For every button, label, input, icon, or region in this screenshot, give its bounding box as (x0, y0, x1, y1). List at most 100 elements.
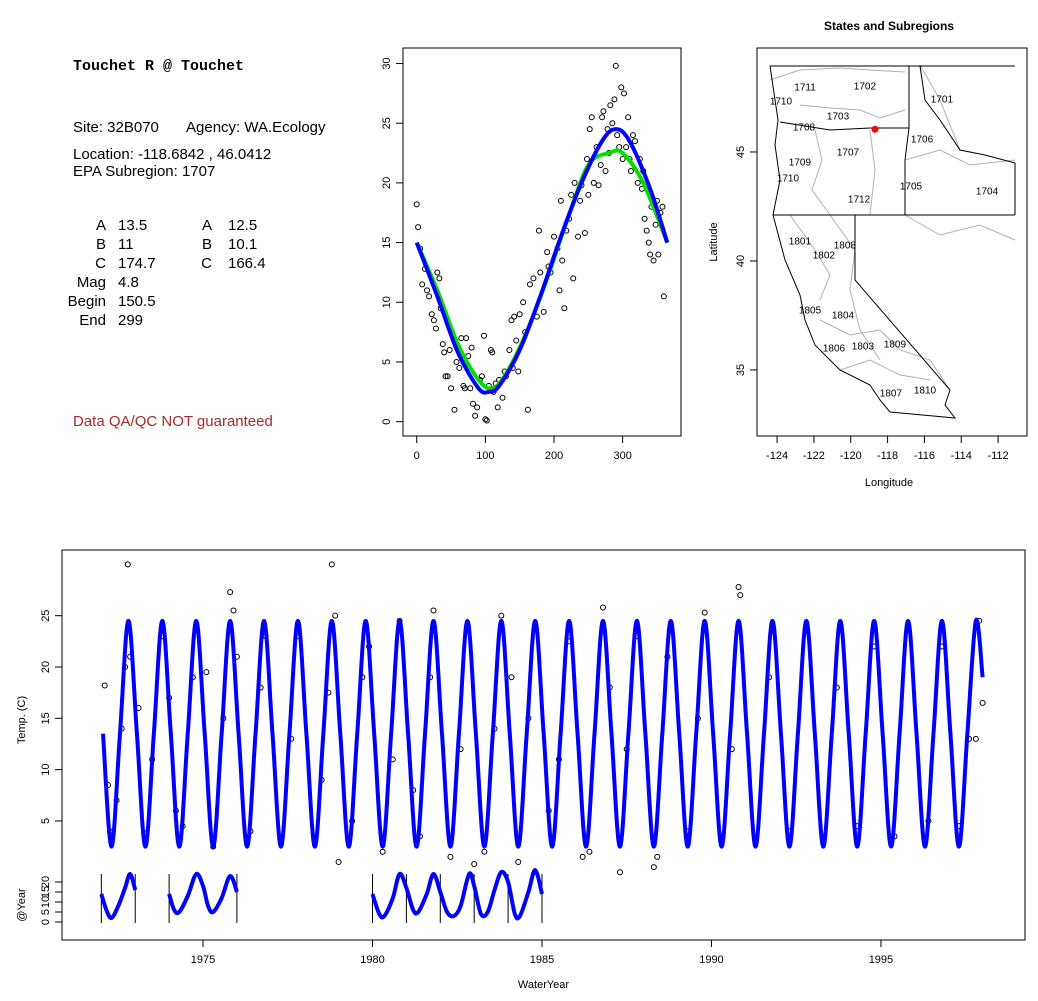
data-point (655, 251, 662, 258)
param-value: 4.8 (118, 274, 139, 291)
data-point (515, 368, 522, 375)
x-axis-title: WaterYear (518, 979, 569, 991)
data-point (701, 609, 708, 616)
data-point (494, 404, 501, 411)
param-value: 174.7 (118, 255, 156, 272)
data-point (595, 182, 602, 189)
data-point (482, 416, 489, 423)
region-label: 1709 (789, 158, 812, 169)
y-tick-label: 25 (40, 610, 52, 622)
x-tick-label: 1975 (191, 954, 215, 966)
data-point (537, 269, 544, 276)
subregion-line (829, 214, 881, 361)
data-point (515, 859, 522, 865)
coastline (769, 65, 891, 413)
state-border (779, 66, 910, 131)
subregion: EPA Subregion: 1707 (73, 163, 215, 180)
data-point (597, 161, 604, 168)
region-label: 1702 (854, 82, 877, 93)
param-value: 12.5 (228, 217, 257, 234)
site-marker (871, 125, 879, 133)
subregion-line (769, 67, 906, 81)
fit-line (167, 871, 239, 916)
data-point (430, 607, 437, 614)
param-value: 11 (118, 236, 134, 253)
data-point (614, 132, 621, 139)
data-point (468, 344, 475, 351)
y-tick-label: 0 (381, 419, 393, 425)
region-label: 1705 (900, 182, 923, 193)
map-title: States and Subregions (824, 19, 954, 33)
data-point (513, 337, 520, 344)
region-label: 1706 (911, 135, 934, 146)
region-label: 1712 (848, 195, 871, 206)
y2-axis-title: @Year (16, 888, 28, 922)
data-point (526, 281, 533, 288)
param-label: A (202, 217, 212, 234)
data-point (634, 179, 641, 186)
y-tick-label: 35 (735, 364, 747, 376)
data-point (632, 138, 639, 145)
agency: Agency: WA.Ecology (186, 119, 326, 136)
data-point (483, 417, 490, 424)
data-point (652, 221, 659, 228)
data-point (474, 404, 481, 411)
disclaimer: Data QA/QC NOT guaranteed (73, 413, 273, 430)
data-point (641, 215, 648, 222)
data-point (599, 604, 606, 611)
subregion-line (799, 104, 906, 119)
data-point (586, 848, 593, 855)
data-point (629, 132, 636, 139)
data-point (627, 167, 634, 174)
y-tick-label: 5 (381, 359, 393, 365)
data-point (972, 735, 979, 742)
region-label: 1806 (823, 344, 846, 355)
region-label: 1701 (931, 95, 954, 106)
site-id: Site: 32B070 (73, 119, 159, 136)
data-point (227, 589, 234, 596)
data-point (124, 561, 131, 568)
region-label: 1803 (852, 342, 875, 353)
param-value: 10.1 (228, 236, 257, 253)
data-point (335, 859, 342, 865)
data-point (602, 167, 609, 174)
y-axis-title: Latitude (708, 222, 720, 261)
subregion-line (904, 214, 1016, 241)
param-label: B (202, 236, 212, 253)
region-label: 1804 (832, 311, 855, 322)
fit-line (414, 127, 670, 395)
x-tick-label: -118 (877, 450, 898, 462)
subregion-line (789, 214, 831, 301)
state-border (854, 215, 957, 419)
data-point (508, 674, 515, 681)
data-point (489, 349, 496, 356)
fit-line (101, 617, 985, 849)
data-point (540, 308, 547, 315)
data-point (203, 669, 210, 676)
data-point (623, 144, 630, 151)
y-tick-label: 15 (40, 712, 52, 724)
data-point (332, 612, 339, 619)
x-tick-label: 100 (476, 450, 494, 462)
data-point (979, 699, 986, 706)
data-point (607, 102, 614, 109)
plot-box (756, 47, 1028, 437)
data-point (424, 287, 431, 294)
data-point (415, 224, 422, 231)
param-label: End (79, 312, 106, 329)
fit-line (414, 148, 670, 391)
data-point (616, 869, 623, 876)
y-tick-label: 10 (40, 764, 52, 776)
region-label: 1710 (770, 97, 793, 108)
data-point (618, 84, 625, 91)
data-point (599, 114, 606, 121)
x-tick-label: -120 (840, 450, 862, 462)
data-point (498, 612, 505, 619)
y-tick-label: 20 (40, 661, 52, 673)
subregion-line (811, 129, 831, 216)
data-point (621, 90, 628, 97)
param-label: Mag (77, 274, 106, 291)
data-point (480, 332, 487, 339)
data-point (434, 269, 441, 276)
